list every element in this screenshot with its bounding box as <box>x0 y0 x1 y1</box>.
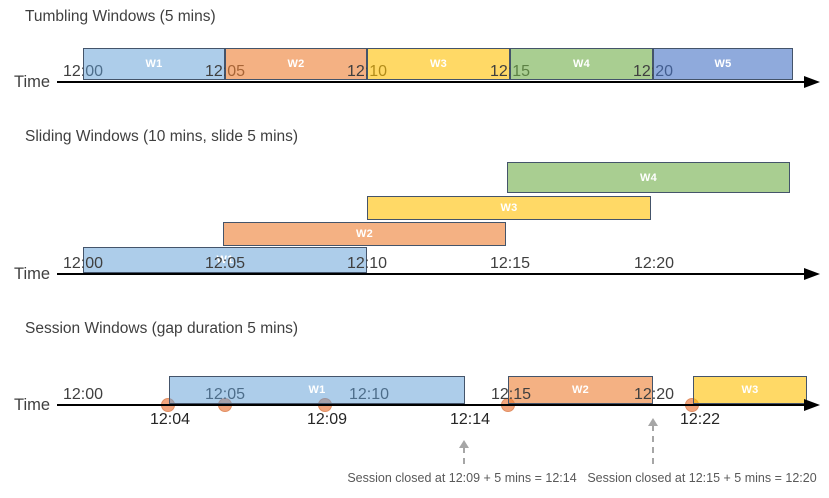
timeline-arrow-icon <box>804 75 820 88</box>
timeline-arrow-icon <box>804 398 820 411</box>
window-label: W4 <box>572 58 591 70</box>
window-bar-w2: W2 <box>508 376 653 404</box>
axis-tick-label: 12:00 <box>62 255 104 272</box>
window-label: W4 <box>639 171 658 184</box>
window-label: W2 <box>571 384 590 396</box>
section-title: Sliding Windows (10 mins, slide 5 mins) <box>25 128 299 145</box>
window-label: W2 <box>287 58 305 70</box>
window-bar-w1: W1 <box>169 376 465 404</box>
window-bar-w3: W3 <box>367 196 651 220</box>
callout-dashed-line <box>463 447 465 464</box>
event-time-label: 12:14 <box>449 411 491 428</box>
window-label: W3 <box>429 58 448 70</box>
axis-tick-label: 12:20 <box>633 255 675 272</box>
window-label: W3 <box>500 202 518 214</box>
window-bar-w2: W2 <box>223 222 506 246</box>
axis-tick-label: 12:00 <box>62 386 104 403</box>
window-bar-w5: W5 <box>653 48 793 80</box>
timeline <box>57 273 813 276</box>
window-label: W1 <box>216 254 234 266</box>
axis-tick-label: 12:05 <box>204 255 246 272</box>
timeline <box>57 81 813 84</box>
window-bar-w2: W2 <box>225 48 367 80</box>
event-time-label: 12:09 <box>306 411 348 428</box>
time-axis-label: Time <box>14 265 51 283</box>
time-axis-label: Time <box>14 73 51 91</box>
callout-arrowhead-icon <box>648 418 658 426</box>
callout-dashed-line <box>652 425 654 464</box>
section-title: Tumbling Windows (5 mins) <box>25 8 216 25</box>
axis-tick-label: 12:15 <box>489 255 531 272</box>
window-label: W2 <box>355 228 374 240</box>
window-bar-w4: W4 <box>507 162 790 193</box>
window-label: W1 <box>145 58 163 70</box>
window-bar-w1: W1 <box>83 48 225 80</box>
callout-text: Session closed at 12:09 + 5 mins = 12:14 <box>347 471 577 485</box>
window-bar-w3: W3 <box>367 48 510 80</box>
window-bar-w3: W3 <box>693 376 807 404</box>
axis-tick-label: 12:10 <box>346 255 388 272</box>
axis-tick-label: 12:20 <box>633 386 675 403</box>
section-title: Session Windows (gap duration 5 mins) <box>25 320 299 337</box>
window-label: W5 <box>714 58 732 70</box>
timeline <box>57 404 813 407</box>
callout-arrowhead-icon <box>459 440 469 448</box>
callout-text: Session closed at 12:15 + 5 mins = 12:20 <box>587 471 817 485</box>
window-label: W1 <box>308 384 326 396</box>
timeline-arrow-icon <box>804 267 820 280</box>
event-time-label: 12:22 <box>679 411 721 428</box>
axis-tick-label: 12:15 <box>490 386 532 403</box>
window-label: W3 <box>741 384 759 396</box>
window-bar-w1: W1 <box>83 247 367 273</box>
event-time-label: 12:04 <box>149 411 191 428</box>
time-axis-label: Time <box>14 396 51 414</box>
window-bar-w4: W4 <box>510 48 653 80</box>
